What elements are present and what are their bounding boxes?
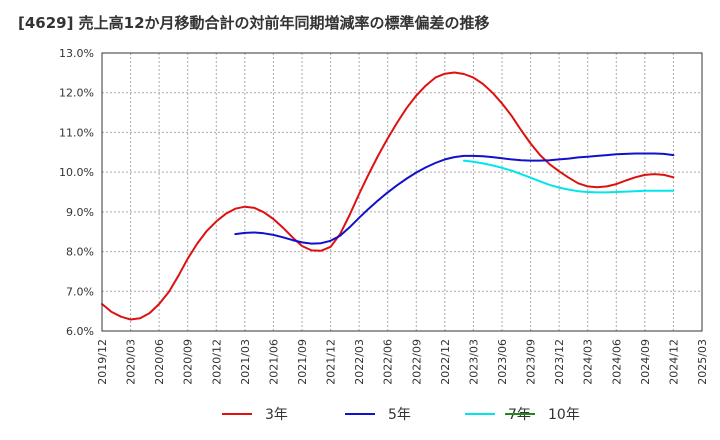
y-tick-label: 9.0% [66, 206, 94, 219]
series-line [234, 152, 675, 245]
x-tick-label: 2025/03 [696, 339, 709, 385]
x-tick-label: 2024/09 [639, 339, 652, 385]
y-tick-label: 10.0% [59, 166, 94, 179]
y-tick-label: 6.0% [66, 325, 94, 338]
x-tick-label: 2021/09 [296, 339, 309, 385]
legend-label: 3年 [265, 407, 288, 423]
series-line [462, 159, 675, 194]
x-tick-label: 2022/03 [353, 339, 366, 385]
x-tick-label: 2023/12 [553, 339, 566, 385]
legend-label: 5年 [388, 407, 411, 423]
legend-label: 10年 [548, 407, 580, 423]
x-axis-ticks: 2019/12 2020/03 2020/06 2020/09 2020/12 2021/… [96, 339, 709, 385]
x-tick-label: 2022/06 [382, 339, 395, 385]
x-tick-label: 2021/06 [267, 339, 280, 385]
x-tick-label: 2022/09 [410, 339, 423, 385]
chart-title: [4629] 売上高12か月移動合計の対前年同期増減率の標準偏差の推移 [18, 14, 490, 32]
x-tick-label: 2024/03 [582, 339, 595, 385]
x-tick-label: 2023/06 [496, 339, 509, 385]
grid-layer [102, 53, 702, 331]
y-tick-label: 13.0% [59, 47, 94, 60]
y-tick-label: 8.0% [66, 246, 94, 259]
x-tick-label: 2024/12 [667, 339, 680, 385]
legend: 3年5年7年10年 [222, 407, 580, 423]
x-tick-label: 2022/12 [439, 339, 452, 385]
x-tick-label: 2020/12 [210, 339, 223, 385]
series-layer [101, 71, 675, 321]
series-line [101, 71, 675, 321]
y-tick-label: 7.0% [66, 285, 94, 298]
y-tick-label: 11.0% [59, 126, 94, 139]
x-tick-label: 2023/09 [525, 339, 538, 385]
x-tick-label: 2020/03 [125, 339, 138, 385]
x-tick-label: 2021/12 [325, 339, 338, 385]
y-tick-label: 12.0% [59, 87, 94, 100]
x-tick-label: 2020/09 [182, 339, 195, 385]
x-tick-label: 2019/12 [96, 339, 109, 385]
y-axis-ticks: 6.0% 7.0% 8.0% 9.0% 10.0% 11.0% 12.0% 13.0% [59, 47, 94, 338]
x-tick-label: 2024/06 [610, 339, 623, 385]
x-tick-label: 2021/03 [239, 339, 252, 385]
x-tick-label: 2023/03 [467, 339, 480, 385]
plot-area-frame [101, 52, 703, 332]
x-tick-label: 2020/06 [153, 339, 166, 385]
